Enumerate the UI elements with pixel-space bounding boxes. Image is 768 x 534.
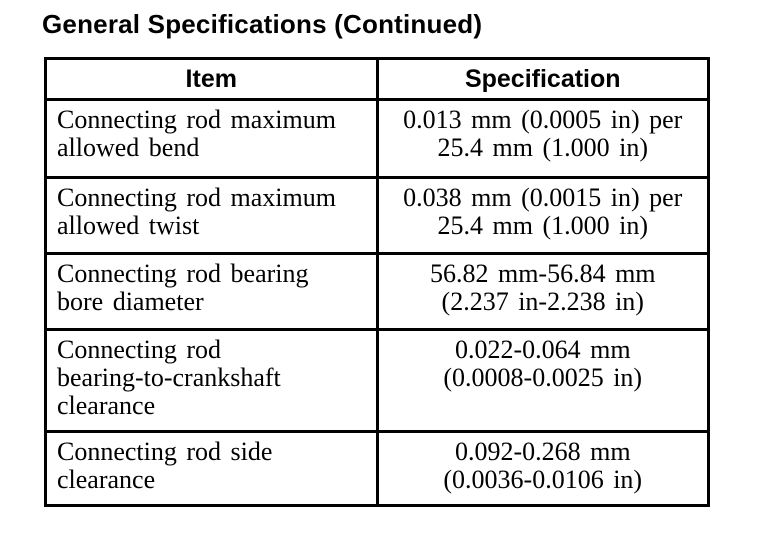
table-row: Connecting rod maximum allowed bend 0.013… (44, 98, 710, 179)
specification-cell: 0.022-0.064 mm (0.0008-0.0025 in) (375, 328, 710, 433)
column-header-item: Item (44, 57, 379, 101)
item-cell: Connecting rod bearing bore diameter (44, 252, 379, 331)
table-row: Connecting rod bearing bore diameter 56.8… (44, 252, 710, 331)
specification-cell: 56.82 mm-56.84 mm (2.237 in-2.238 in) (375, 252, 710, 331)
table-row: Connecting rod maximum allowed twist 0.03… (44, 176, 710, 255)
table-row: Connecting rod bearing-to-crankshaft cle… (44, 328, 710, 433)
item-cell: Connecting rod bearing-to-crankshaft cle… (44, 328, 379, 433)
column-header-specification: Specification (375, 57, 710, 101)
item-cell: Connecting rod maximum allowed twist (44, 176, 379, 255)
page-title: General Specifications (Continued) (42, 9, 483, 39)
specification-cell: 0.092-0.268 mm (0.0036-0.0106 in) (375, 430, 710, 507)
specification-cell: 0.038 mm (0.0015 in) per 25.4 mm (1.000 … (375, 176, 710, 255)
table-header-row: Item Specification (44, 57, 710, 101)
table-row: Connecting rod side clearance 0.092-0.268… (44, 430, 710, 507)
item-cell: Connecting rod maximum allowed bend (44, 98, 379, 179)
specification-cell: 0.013 mm (0.0005 in) per 25.4 mm (1.000 … (375, 98, 710, 179)
table-body: Connecting rod maximum allowed bend 0.013… (44, 98, 710, 507)
item-cell: Connecting rod side clearance (44, 430, 379, 507)
specifications-table: Item Specification Connecting rod maximu… (44, 57, 710, 507)
